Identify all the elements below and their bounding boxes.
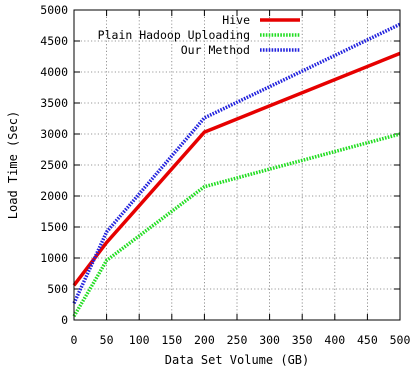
grid-lines — [74, 10, 400, 320]
legend-label-2: Plain Hadoop Uploading — [98, 28, 250, 42]
x-tick-label: 350 — [292, 333, 313, 347]
x-axis-label: Data Set Volume (GB) — [165, 353, 310, 367]
y-tick-label: 2500 — [40, 158, 68, 172]
x-tick-label: 200 — [194, 333, 215, 347]
y-tick-label: 1000 — [40, 251, 68, 265]
x-tick-label: 250 — [227, 333, 248, 347]
y-tick-label: 4000 — [40, 65, 68, 79]
x-tick-label: 500 — [390, 333, 411, 347]
y-tick-label: 0 — [61, 313, 68, 327]
y-tick-label: 2000 — [40, 189, 68, 203]
y-tick-label: 5000 — [40, 3, 68, 17]
y-tick-labels: 0 500 1000 1500 2000 2500 3000 3500 4000 4500 5000 — [40, 3, 68, 327]
y-tick-label: 4500 — [40, 34, 68, 48]
legend-label-3: Our Method — [181, 43, 250, 57]
y-tick-label: 3000 — [40, 127, 68, 141]
x-tick-label: 300 — [259, 333, 280, 347]
y-tick-label: 500 — [47, 282, 68, 296]
series-line-3 — [72, 22, 401, 304]
y-tick-label: 1500 — [40, 220, 68, 234]
legend-label-1: Hive — [222, 13, 250, 27]
x-tick-label: 150 — [161, 333, 182, 347]
plot-frame — [73, 9, 401, 321]
x-tick-label: 450 — [357, 333, 378, 347]
x-tick-label: 400 — [324, 333, 345, 347]
x-tick-labels: 0 50 100 150 200 250 300 350 400 450 500 — [71, 333, 411, 347]
series-line-2 — [72, 132, 401, 318]
y-tick-label: 3500 — [40, 96, 68, 110]
x-tick-label: 100 — [129, 333, 150, 347]
series-line-1 — [72, 51, 401, 287]
series-lines — [72, 22, 401, 318]
y-axis-label: Load Time (Sec) — [6, 111, 20, 219]
x-tick-label: 0 — [71, 333, 78, 347]
x-tick-label: 50 — [100, 333, 114, 347]
